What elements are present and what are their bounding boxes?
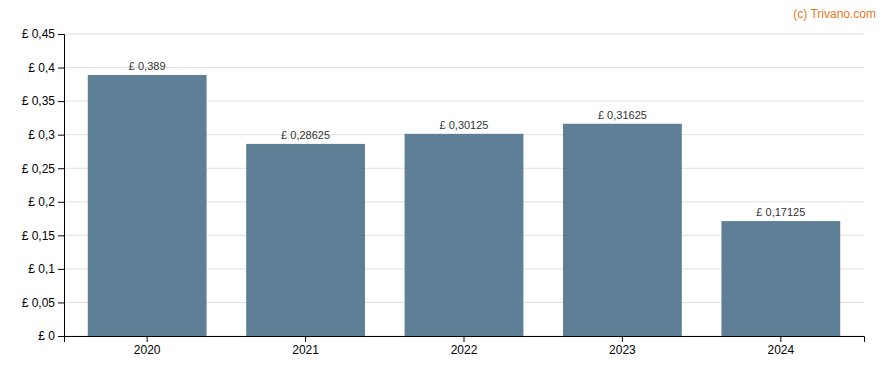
y-tick-label: £ 0 xyxy=(38,329,55,343)
chart: £ 0 £ 0,05 £ 0,1 £ 0,15 £ 0,2 £ 0,25 £ 0,3 £ 0,… xyxy=(0,0,888,370)
y-tick: £ 0,05 xyxy=(22,296,64,310)
y-tick: £ 0 xyxy=(38,329,64,343)
grid-line xyxy=(64,34,864,35)
y-tick-mark xyxy=(58,34,64,35)
y-tick-label: £ 0,1 xyxy=(28,262,55,276)
y-tick-label: £ 0,45 xyxy=(22,27,56,41)
y-tick-mark xyxy=(58,269,64,270)
y-tick-mark xyxy=(58,302,64,303)
x-tick-label: 2023 xyxy=(609,343,636,357)
y-tick-label: £ 0,2 xyxy=(28,195,55,209)
y-tick-label: £ 0,3 xyxy=(28,128,55,142)
data-label: £ 0,30125 xyxy=(440,119,489,131)
y-axis: £ 0 £ 0,05 £ 0,1 £ 0,15 £ 0,2 £ 0,25 £ 0,3 £ 0,… xyxy=(22,27,65,343)
y-tick-label: £ 0,15 xyxy=(22,229,56,243)
y-tick: £ 0,4 xyxy=(28,61,64,75)
bar xyxy=(563,124,682,336)
y-axis-line xyxy=(58,35,65,337)
y-tick-mark xyxy=(58,336,64,337)
plot: £ 0 £ 0,05 £ 0,1 £ 0,15 £ 0,2 £ 0,25 £ 0,3 £ 0,… xyxy=(22,27,865,356)
x-tick: 2022 xyxy=(451,336,478,357)
y-tick-mark xyxy=(58,135,64,136)
y-tick-mark xyxy=(58,235,64,236)
y-tick-label: £ 0,05 xyxy=(22,296,56,310)
x-tick-label: 2024 xyxy=(767,343,794,357)
y-tick: £ 0,3 xyxy=(28,128,64,142)
data-label: £ 0,17125 xyxy=(756,206,805,218)
y-tick-label: £ 0,25 xyxy=(22,162,56,176)
y-tick-mark xyxy=(58,68,64,69)
x-tick: 2023 xyxy=(609,336,636,357)
y-tick: £ 0,25 xyxy=(22,162,64,176)
y-tick: £ 0,15 xyxy=(22,229,64,243)
bar xyxy=(88,75,207,336)
x-axis: 2020 2021 2022 2023 2024 xyxy=(65,336,865,357)
data-label: £ 0,389 xyxy=(129,60,166,72)
y-tick: £ 0,2 xyxy=(28,195,64,209)
x-axis-line xyxy=(65,337,865,343)
data-labels: £ 0,389 £ 0,28625 £ 0,30125 £ 0,31625 £ 0,17… xyxy=(129,60,805,218)
y-tick-label: £ 0,4 xyxy=(28,61,55,75)
grid xyxy=(64,34,864,336)
grid-line xyxy=(64,67,864,68)
y-tick-label: £ 0,35 xyxy=(22,94,56,108)
x-tick-mark xyxy=(622,336,623,342)
bar xyxy=(721,221,840,336)
y-tick-mark xyxy=(58,168,64,169)
data-label: £ 0,28625 xyxy=(281,129,330,141)
x-tick-mark xyxy=(464,336,465,342)
x-tick: 2024 xyxy=(767,336,794,357)
x-tick-mark xyxy=(305,336,306,342)
data-label: £ 0,31625 xyxy=(598,109,647,121)
x-tick: 2020 xyxy=(134,336,161,357)
y-tick: £ 0,45 xyxy=(22,27,64,41)
x-tick-label: 2020 xyxy=(134,343,161,357)
y-tick: £ 0,35 xyxy=(22,94,64,108)
x-tick-mark xyxy=(780,336,781,342)
x-tick: 2021 xyxy=(292,336,319,357)
x-tick-label: 2021 xyxy=(292,343,319,357)
watermark: (c) Trivano.com xyxy=(793,7,876,21)
y-tick-mark xyxy=(58,101,64,102)
bar xyxy=(405,134,524,336)
y-tick-mark xyxy=(58,202,64,203)
x-tick-mark xyxy=(147,336,148,342)
bars xyxy=(88,75,840,336)
y-tick: £ 0,1 xyxy=(28,262,64,276)
x-tick-label: 2022 xyxy=(451,343,478,357)
bar xyxy=(246,144,365,336)
